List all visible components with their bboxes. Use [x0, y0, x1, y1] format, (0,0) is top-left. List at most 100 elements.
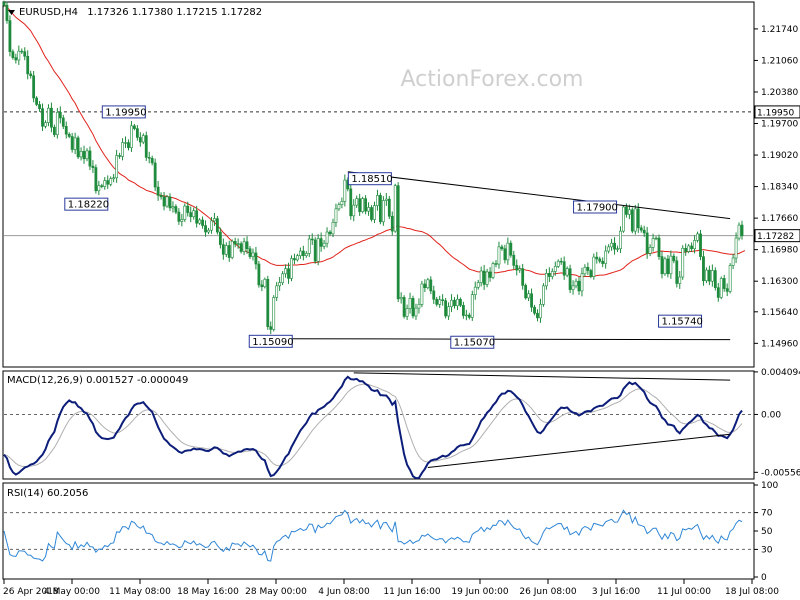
candle-body [423, 283, 427, 288]
rsi-axis: 100 70 50 30 0 [754, 481, 778, 583]
candle-body [399, 297, 403, 300]
candle-body [684, 247, 688, 252]
candle-body [100, 185, 104, 187]
candle-body [379, 195, 382, 223]
candle-body [707, 269, 711, 282]
candle-body [215, 218, 219, 233]
candle-body [144, 135, 148, 158]
candle-body [79, 151, 83, 158]
candle-body [675, 260, 679, 284]
candle-body [85, 150, 89, 160]
price-trendline [347, 171, 731, 220]
candle-body [5, 4, 9, 21]
rsi-line [3, 509, 743, 562]
candle-body [355, 198, 359, 206]
candle-body [601, 260, 605, 264]
candle-body [491, 263, 495, 278]
candle-body [23, 51, 27, 57]
moving-average-path [3, 4, 746, 278]
candle-body [663, 258, 667, 275]
price-trendlines [270, 171, 731, 341]
candle-body [201, 219, 204, 226]
candle-body [737, 224, 741, 239]
candle-body [73, 137, 77, 150]
candle-body [337, 204, 341, 210]
candle-body [106, 180, 110, 185]
symbol-dropdown-icon[interactable] [8, 10, 15, 15]
rsi-tick-label: 100 [761, 481, 778, 491]
candle-body [221, 244, 225, 255]
candle-body [127, 142, 130, 148]
price-panel-frame [2, 1, 755, 368]
candle-body [518, 268, 522, 271]
candle-body [728, 265, 732, 292]
candle-body [8, 20, 12, 52]
candle-body [393, 185, 397, 232]
candle-body [429, 279, 433, 292]
candle-body [633, 208, 637, 232]
candle-body [467, 314, 471, 318]
candle-body [88, 150, 92, 167]
candle-body [660, 256, 664, 275]
candle-body [719, 278, 723, 298]
candle-body [485, 271, 489, 285]
candle-body [381, 200, 385, 223]
candle-body [183, 205, 187, 220]
candle-body [76, 137, 80, 158]
price-tick-label: 1.19020 [761, 151, 798, 161]
candle-body [464, 314, 468, 317]
candle-body [681, 247, 685, 278]
candle-body [444, 300, 448, 317]
candle-body [731, 257, 735, 266]
candle-body [325, 231, 329, 244]
candle-body [627, 209, 631, 215]
candle-body [390, 215, 394, 232]
candle-body [521, 268, 525, 286]
price-tick-label: 1.18340 [761, 183, 798, 193]
price-annotation-box [573, 200, 618, 214]
candle-body [672, 255, 676, 262]
candle-body [568, 268, 572, 290]
price-annotation-label: 1.18220 [68, 200, 109, 211]
candle-body [319, 238, 323, 247]
candle-body [589, 270, 593, 277]
candle-body [565, 268, 569, 276]
candle-body [420, 283, 424, 305]
candle-body [233, 241, 237, 245]
candle-body [666, 258, 670, 275]
candle-body [574, 280, 578, 287]
candle-body [177, 211, 181, 222]
price-annotation-label: 1.17900 [577, 202, 618, 213]
candle-body [124, 142, 127, 144]
candle-body [417, 304, 421, 309]
price-tick-label: 1.15640 [761, 308, 798, 318]
macd-trendline [427, 433, 731, 468]
candle-body [304, 253, 308, 256]
candle-body [64, 125, 68, 135]
time-tick-label: 18 Jul 08:00 [725, 587, 779, 597]
candle-body [690, 245, 694, 250]
candle-body [648, 247, 652, 254]
candle-body [224, 245, 228, 255]
candle-body [384, 198, 388, 201]
price-annotation-box [248, 334, 293, 348]
candle-body [476, 282, 480, 288]
price-annotation-box [450, 335, 495, 349]
candle-body [509, 242, 513, 256]
candle-body [290, 258, 293, 279]
candle-body [613, 242, 616, 250]
candle-body [97, 185, 101, 192]
candle-body [450, 299, 453, 308]
candle-body [94, 167, 98, 192]
candle-body [263, 279, 267, 288]
candle-body [497, 246, 501, 265]
candle-body [192, 210, 196, 218]
candle-body [251, 252, 255, 257]
candle-body [133, 125, 136, 129]
candle-body [645, 232, 649, 254]
candle-body [586, 266, 590, 271]
price-tags: 1.19950 1.17282 [754, 105, 800, 243]
candle-body [361, 198, 365, 212]
candle-body [411, 298, 415, 317]
